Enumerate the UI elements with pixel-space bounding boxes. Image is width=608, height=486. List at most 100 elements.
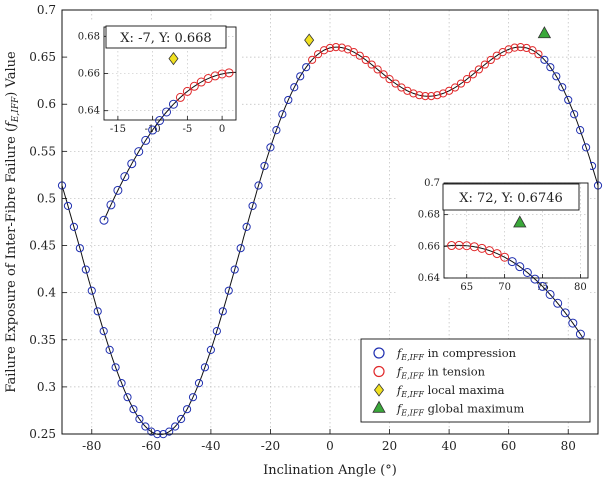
y-tick-label: 0.6 <box>37 97 56 111</box>
inset-data-point <box>210 71 220 81</box>
data-point <box>135 414 144 424</box>
inset-local-maximum-marker <box>168 51 179 66</box>
inset-data-point <box>500 252 510 262</box>
data-point <box>409 89 418 98</box>
data-point <box>367 60 376 69</box>
data-point <box>546 63 555 72</box>
inset-frame <box>443 182 589 279</box>
inset-y-tick-label: 0.7 <box>424 178 440 189</box>
data-point <box>576 126 585 135</box>
data-point <box>206 345 215 354</box>
main-points <box>57 43 603 439</box>
y-axis-label-symbol: f <box>4 120 19 128</box>
inset-x-tick-label: 0 <box>219 124 225 135</box>
legend-entry-text: local maxima <box>424 383 505 397</box>
inset-y-tick-label: 0.68 <box>78 31 100 42</box>
data-point <box>99 327 108 336</box>
data-point <box>105 345 114 354</box>
data-point <box>456 79 466 88</box>
inset-local-maximum-zoom: -15 -10 -5 00.640.660.68 X: -7, Y: 0.668 <box>70 20 240 225</box>
main-ticks: -80 -60 -40 -20 0 20 40 60 80 0.25 0.3 0.35 0.4 0.45 0… <box>29 3 576 453</box>
y-tick-label: 0.7 <box>37 3 56 17</box>
legend-box <box>360 338 591 423</box>
data-point <box>492 51 501 60</box>
data-point <box>331 43 341 52</box>
data-point <box>260 161 269 171</box>
inset-x-tick-label: -15 <box>110 124 126 135</box>
inset-x-tick-label: 75 <box>536 282 549 293</box>
y-tick-label: 0.65 <box>29 50 56 64</box>
x-tick-label: 20 <box>382 439 397 453</box>
data-point <box>242 222 251 231</box>
data-point <box>290 83 299 92</box>
data-point <box>480 60 489 69</box>
data-point <box>129 405 138 414</box>
legend-symbol-local-maxima <box>374 383 384 397</box>
legend-entry-text: in tension <box>424 365 486 379</box>
data-point <box>248 201 257 211</box>
legend-symbol-global-maximum <box>372 400 386 413</box>
inset-y-tick-label: 0.66 <box>78 69 100 80</box>
data-point <box>272 126 281 135</box>
y-tick-label: 0.35 <box>29 333 56 347</box>
x-tick-label: 40 <box>441 439 456 453</box>
data-point <box>433 91 442 100</box>
data-point <box>534 50 543 59</box>
inset-data-point <box>189 81 199 91</box>
data-point <box>325 43 335 53</box>
x-tick-label: -40 <box>201 439 220 453</box>
data-point <box>373 65 382 74</box>
inset-data-point <box>168 99 178 109</box>
datatip-label: X: 72, Y: 0.6746 <box>459 191 563 206</box>
inset-data-point <box>538 281 548 291</box>
y-tick-label: 0.25 <box>29 427 56 441</box>
data-point <box>188 393 198 402</box>
legend-entry-symbol: f <box>396 346 403 360</box>
x-tick-label: -80 <box>82 439 101 453</box>
inset-data-point <box>175 92 185 102</box>
data-point <box>302 63 311 72</box>
data-point <box>117 379 126 388</box>
inset-x-tick-label: -5 <box>182 124 192 135</box>
x-tick-label: -60 <box>142 439 161 453</box>
data-point <box>385 75 394 84</box>
datatip-box <box>442 183 580 211</box>
inset-data-point <box>522 268 532 278</box>
inset-y-tick-label: 0.64 <box>418 273 440 284</box>
y-tick-label: 0.5 <box>37 191 56 205</box>
data-point <box>468 70 478 79</box>
inset-data-point <box>515 262 525 272</box>
inset-data-point <box>530 274 540 284</box>
inset-data-point <box>162 107 172 117</box>
inset-data-point <box>155 116 165 126</box>
inset-data-point <box>106 200 116 210</box>
legend-entry-label: fE,IFF in tension <box>396 365 486 381</box>
data-point <box>486 55 495 65</box>
inset-data-point <box>217 69 227 79</box>
data-point <box>93 307 102 316</box>
inset-data-point <box>120 172 130 182</box>
legend-entry-subscript: E,IFF <box>400 372 424 381</box>
data-point <box>177 414 186 424</box>
data-point <box>504 45 513 54</box>
data-point <box>141 422 150 431</box>
x-tick-label: -20 <box>261 439 280 453</box>
inset-data-point <box>148 125 158 135</box>
data-point <box>123 393 132 402</box>
data-point <box>308 55 317 64</box>
inset-data-point <box>99 215 109 225</box>
global-maximum-marker <box>537 26 552 39</box>
data-point <box>111 363 120 372</box>
inset-data-point <box>560 308 570 318</box>
data-point <box>570 110 579 119</box>
data-point <box>182 405 192 414</box>
data-point <box>427 91 436 101</box>
data-point <box>540 55 549 64</box>
legend-entry-symbol: f <box>396 402 403 416</box>
data-point <box>349 48 358 57</box>
data-point <box>474 65 483 74</box>
data-point <box>278 110 287 119</box>
